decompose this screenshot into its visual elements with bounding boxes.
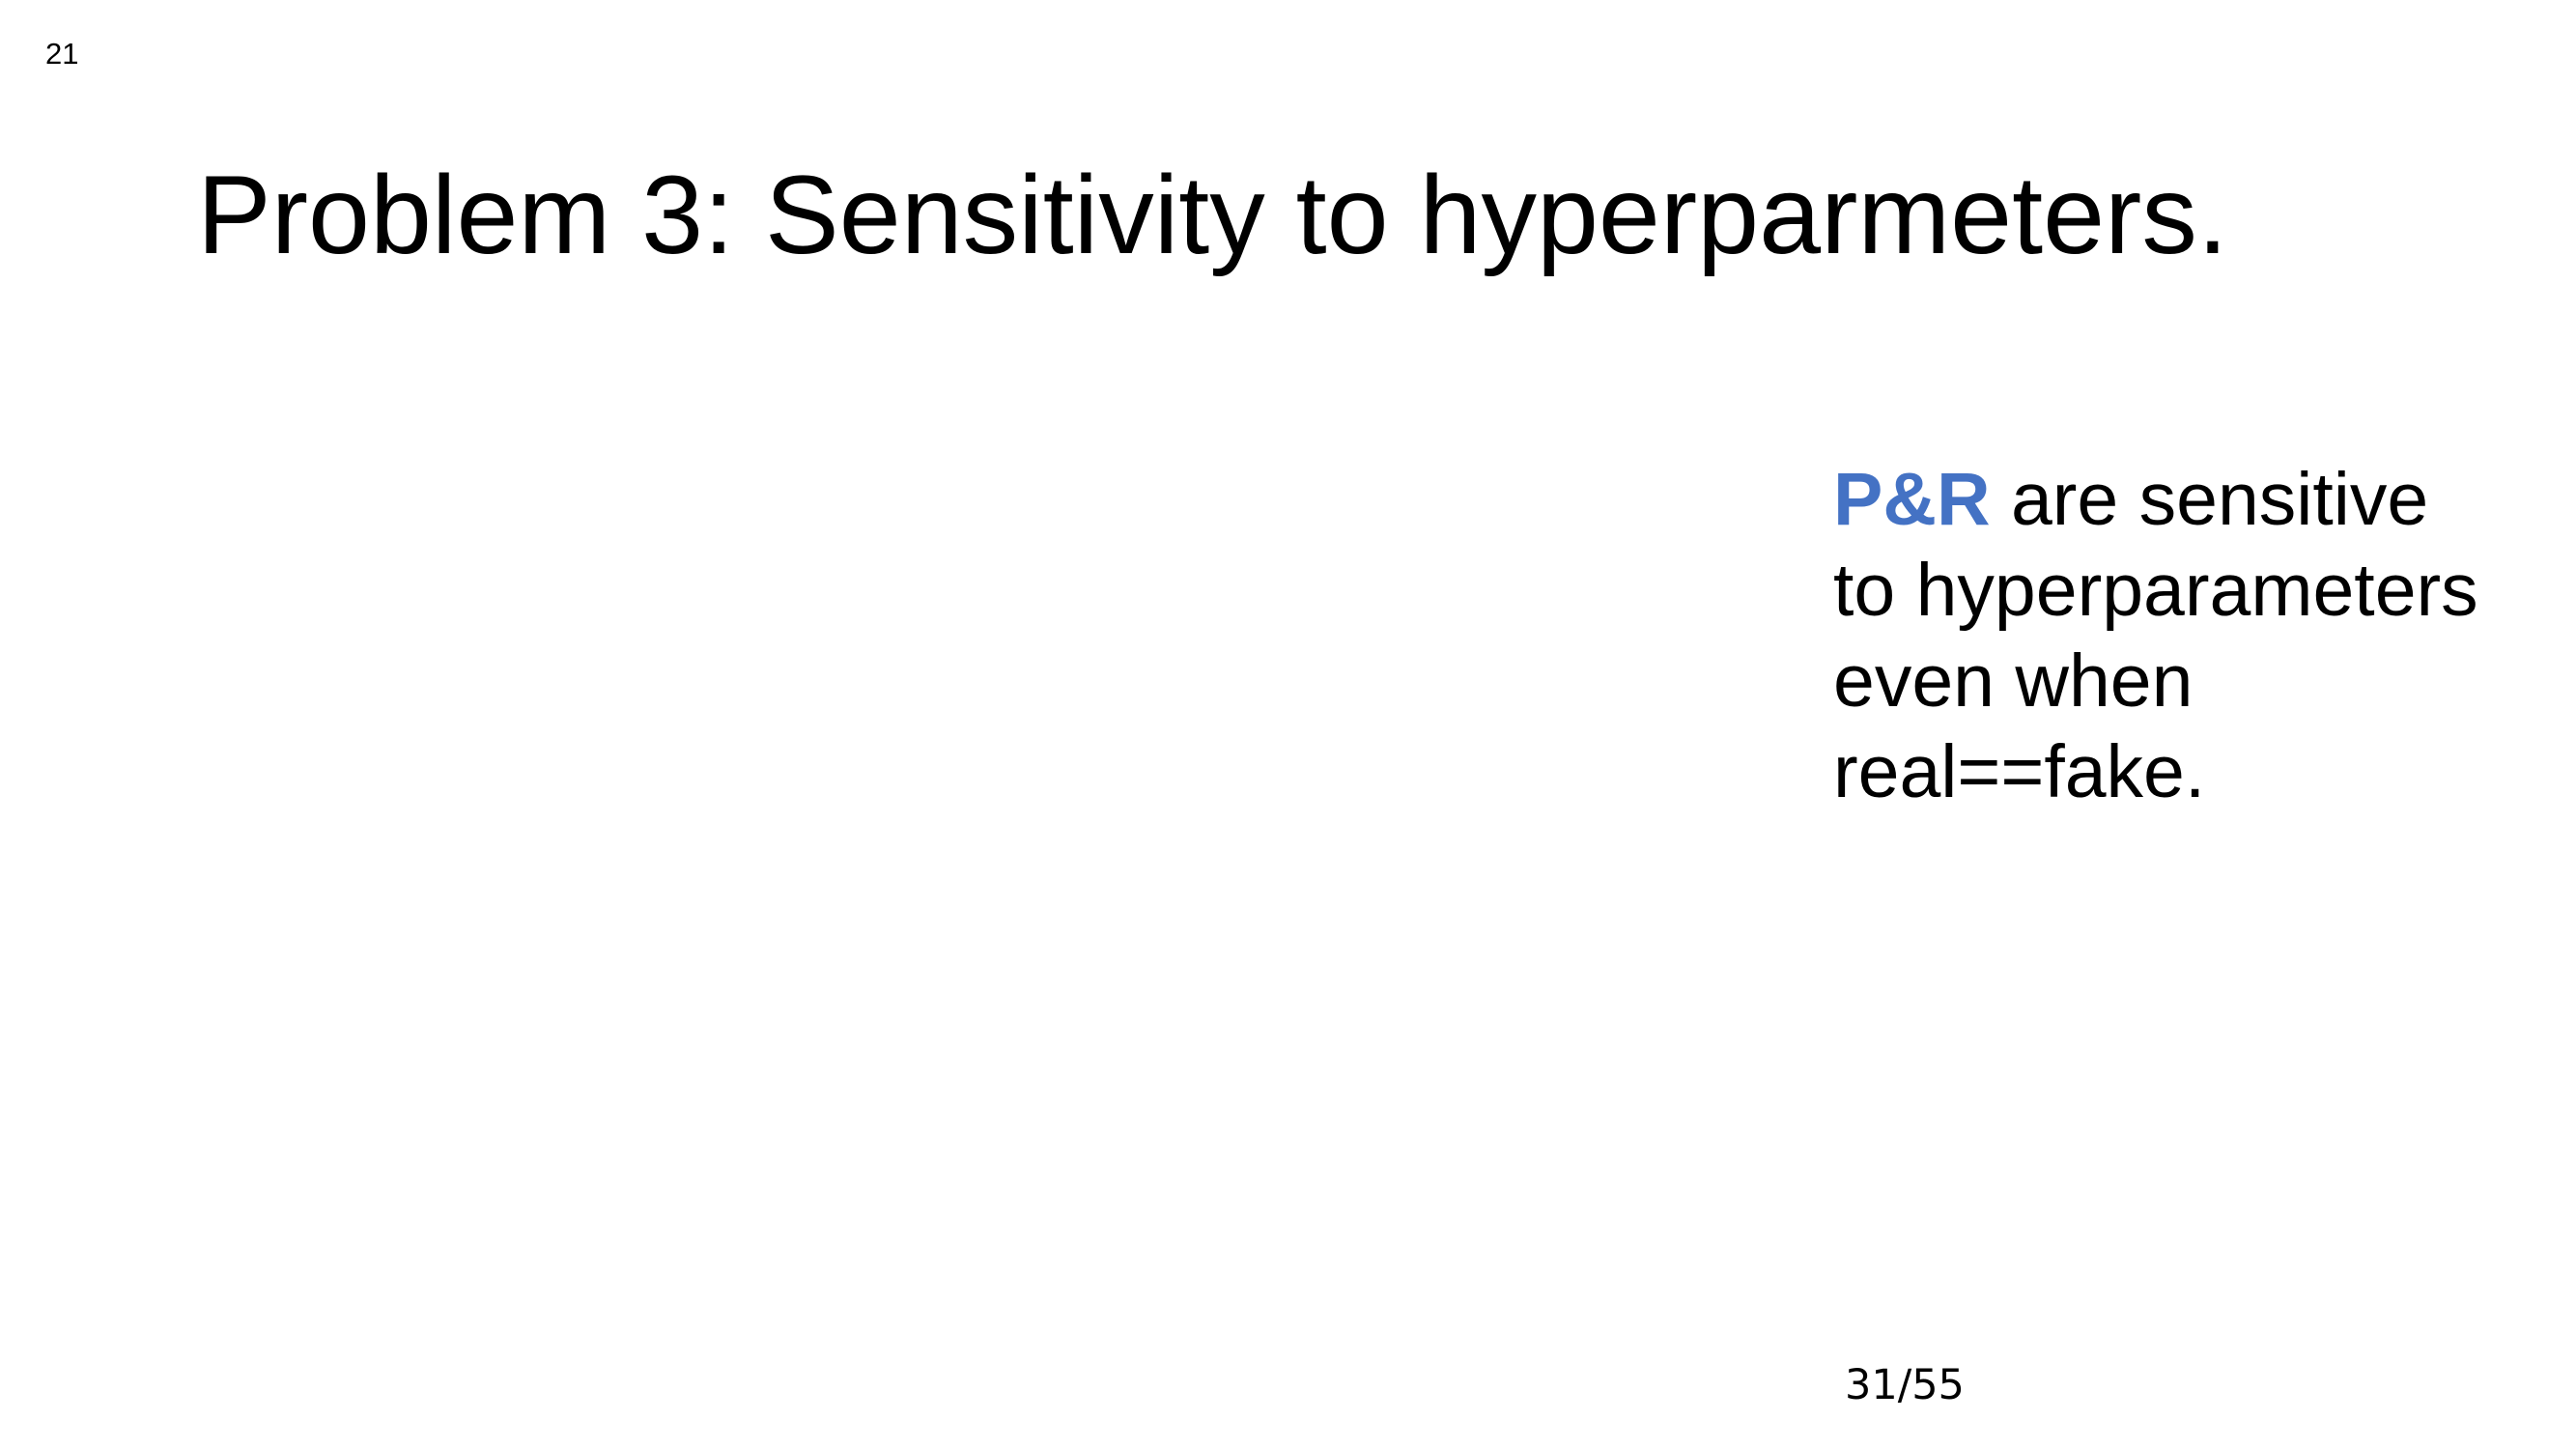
body-line-3: even when <box>1833 639 2194 723</box>
slide-corner-number: 21 <box>45 37 79 71</box>
body-line-2: to hyperparameters <box>1833 549 2478 632</box>
body-line-1: P&R are sensitive <box>1833 454 2529 545</box>
slide-body-text: P&R are sensitive to hyperparameters eve… <box>1833 454 2529 817</box>
slide-title: Problem 3: Sensitivity to hyperparmeters… <box>197 154 2228 277</box>
pr-highlight: P&R <box>1833 458 1991 541</box>
page-counter: 31/55 <box>1845 1361 1965 1409</box>
body-line-4: real==fake. <box>1833 730 2206 813</box>
body-line-1-rest: are sensitive <box>1990 458 2429 541</box>
